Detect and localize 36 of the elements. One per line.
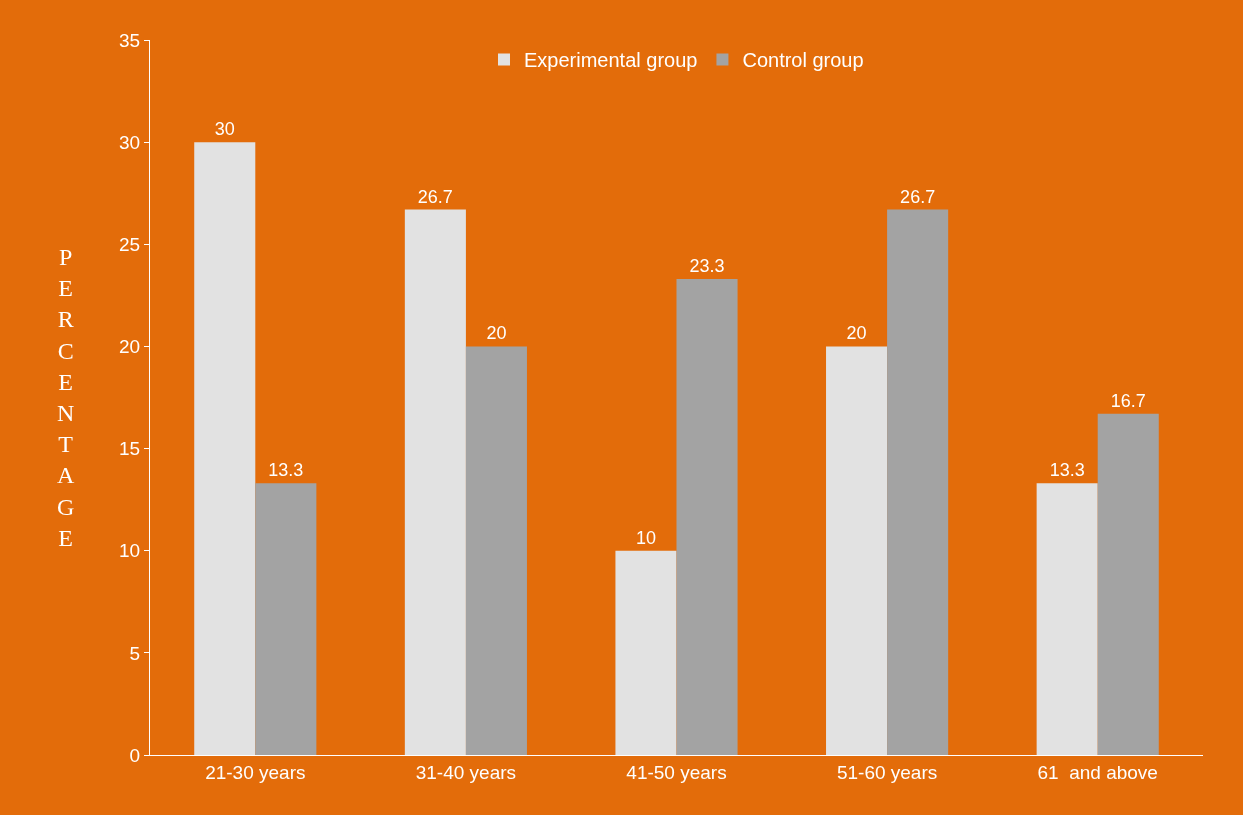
bar xyxy=(826,346,888,755)
bar xyxy=(404,209,466,755)
y-tick-label: 0 xyxy=(129,744,141,766)
y-tick-label: 10 xyxy=(119,540,141,562)
x-tick-label: 31-40 years xyxy=(415,761,517,783)
bar xyxy=(465,346,527,755)
data-label: 13.3 xyxy=(268,460,304,481)
bar xyxy=(615,550,677,755)
bar xyxy=(1036,483,1098,755)
data-label: 20 xyxy=(486,323,507,344)
y-tick-label: 20 xyxy=(119,336,141,358)
legend-label: Control group xyxy=(742,49,864,72)
y-tick-label: 35 xyxy=(119,29,141,51)
text: PERCENTAGE xyxy=(57,244,75,551)
data-label: 30 xyxy=(214,119,235,140)
bar xyxy=(887,209,949,755)
data-label: 20 xyxy=(846,323,867,344)
data-label: 26.7 xyxy=(900,186,936,207)
y-tick-label: 25 xyxy=(119,233,141,255)
x-tick-label: 51-60 years xyxy=(836,761,938,783)
legend-label: Experimental group xyxy=(524,49,698,72)
data-label: 23.3 xyxy=(689,256,725,277)
bar xyxy=(194,142,256,755)
bar xyxy=(1097,413,1159,755)
bar xyxy=(255,483,317,755)
data-label: 10 xyxy=(635,527,656,548)
y-tick-label: 15 xyxy=(119,438,141,460)
data-label: 26.7 xyxy=(417,186,453,207)
data-label: 13.3 xyxy=(1049,460,1085,481)
data-label: 16.7 xyxy=(1110,390,1146,411)
y-tick-label: 5 xyxy=(129,642,141,664)
y-tick-label: 30 xyxy=(119,131,141,153)
x-tick-label: 21-30 years xyxy=(205,761,306,783)
x-tick-label: 41-50 years xyxy=(626,761,727,783)
x-tick-label: 61 and above xyxy=(1037,761,1158,783)
bar xyxy=(676,279,738,755)
